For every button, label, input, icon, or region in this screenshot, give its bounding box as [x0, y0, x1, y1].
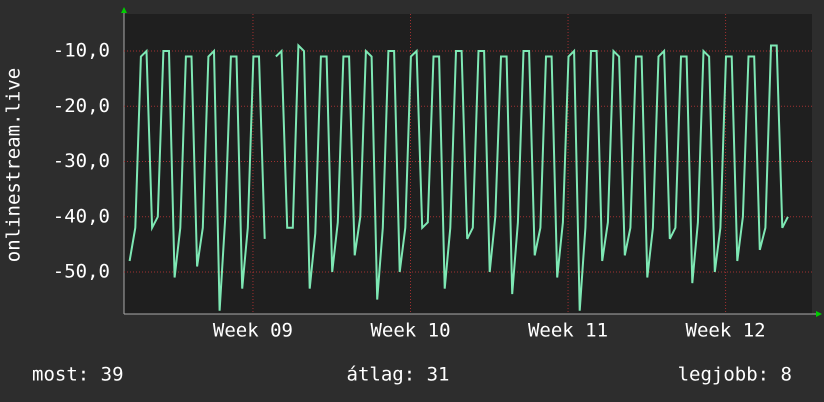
x-tick-label: Week 09: [213, 320, 293, 342]
y-tick-label: -20,0: [53, 95, 110, 117]
x-tick-label: Week 10: [370, 320, 450, 342]
stat-current: most: 39: [32, 364, 124, 386]
x-tick-label: Week 12: [686, 320, 766, 342]
stat-best: legjobb: 8: [678, 364, 792, 386]
series-line: [128, 43, 789, 311]
x-axis-arrow: [816, 311, 822, 317]
y-axis-label: onlinestream.live: [3, 68, 25, 262]
y-tick-label: -30,0: [53, 150, 110, 172]
y-axis-arrow: [121, 7, 127, 13]
y-tick-label: -10,0: [53, 40, 110, 62]
x-tick-label: Week 11: [528, 320, 608, 342]
y-tick-label: -40,0: [53, 205, 110, 227]
y-tick-label: -50,0: [53, 261, 110, 283]
stat-average: átlag: 31: [347, 364, 450, 386]
